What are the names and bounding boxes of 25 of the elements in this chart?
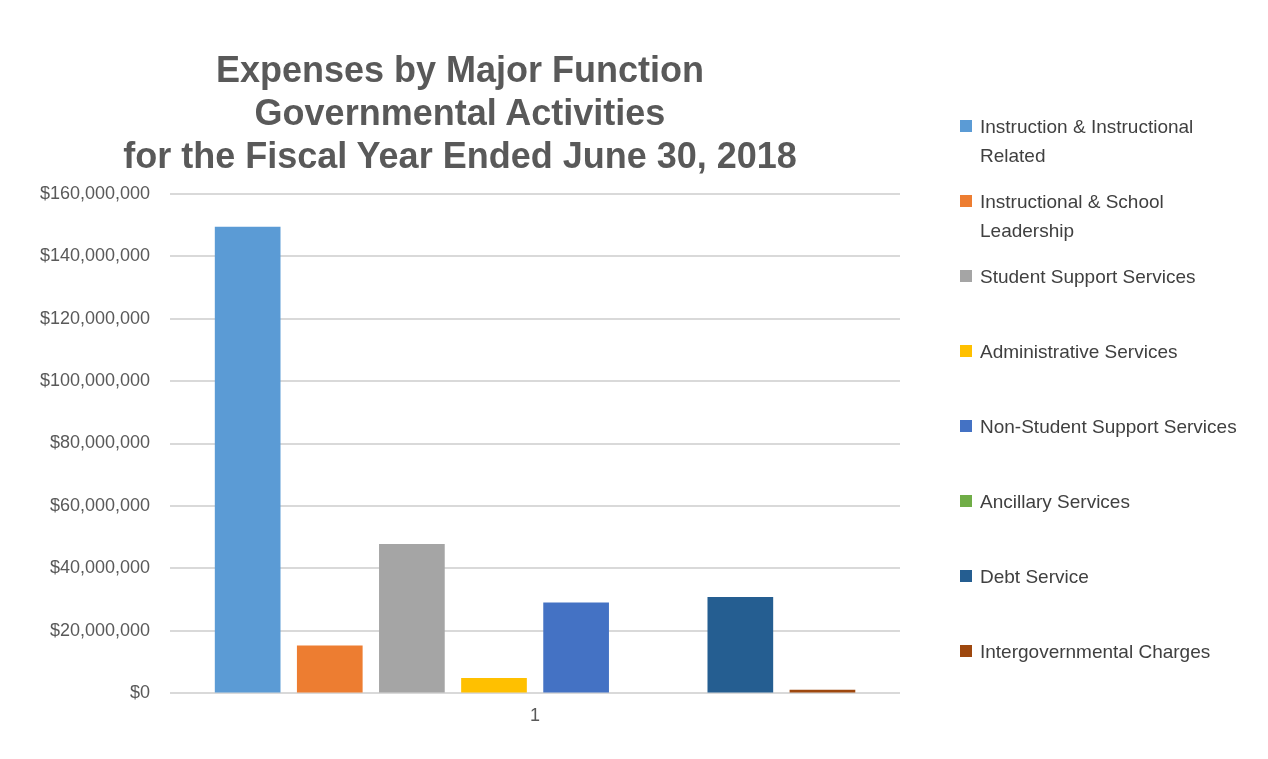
bar — [461, 678, 527, 693]
y-tick-label: $0 — [130, 682, 151, 703]
bar — [379, 544, 445, 693]
y-tick-label: $40,000,000 — [50, 557, 151, 578]
legend-label: Intergovernmental Charges — [980, 640, 1211, 664]
legend-label: Instruction & Instructional Related — [980, 115, 1195, 168]
legend-label: Non-Student Support Services — [980, 415, 1237, 439]
y-tick-label: $160,000,000 — [40, 182, 151, 203]
y-tick-label: $20,000,000 — [50, 619, 151, 640]
y-tick-label: $80,000,000 — [50, 432, 151, 453]
bar — [296, 645, 363, 693]
legend-label: Instructional & School Leadership — [980, 190, 1165, 243]
bar — [707, 596, 774, 693]
y-tick-label: $60,000,000 — [50, 494, 151, 515]
chart-title: Expenses by Major Function Governmental Activities for the Fiscal Year Ended June 30, 2018 — [123, 48, 797, 176]
legend-label: Administrative Services — [980, 340, 1178, 364]
bar — [543, 602, 609, 693]
y-tick-label: $140,000,000 — [40, 245, 151, 266]
bar — [214, 226, 281, 693]
legend-label: Ancillary Services — [980, 490, 1130, 514]
legend-label: Student Support Services — [980, 265, 1196, 289]
y-tick-label: $100,000,000 — [40, 369, 151, 390]
x-tick-label: 1 — [530, 705, 541, 726]
y-tick-label: $120,000,000 — [40, 307, 151, 328]
legend-label: Debt Service — [980, 565, 1089, 589]
